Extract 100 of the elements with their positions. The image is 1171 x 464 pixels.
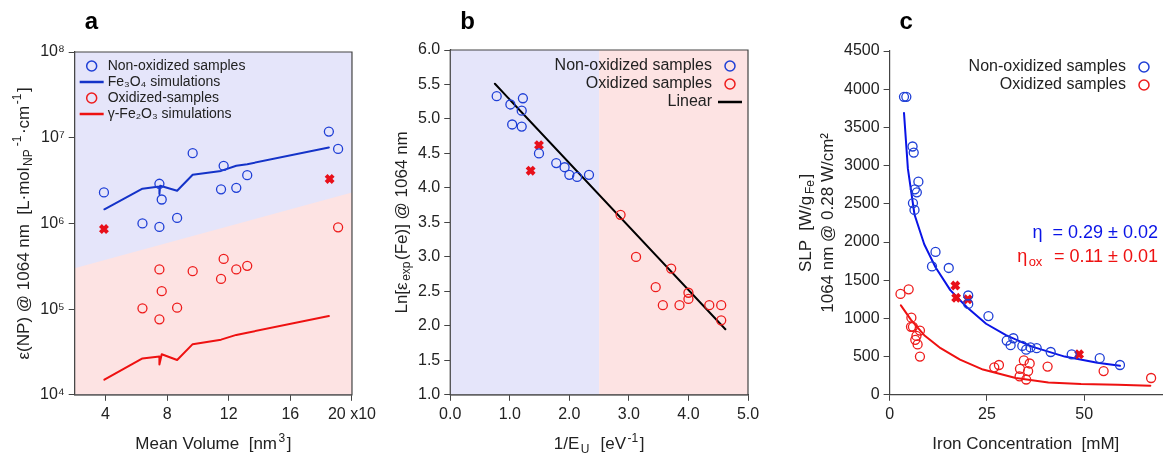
point xyxy=(903,284,914,295)
point xyxy=(943,262,954,274)
point xyxy=(914,325,926,336)
y-tick-label: 0 xyxy=(870,385,880,403)
point xyxy=(516,121,527,132)
point xyxy=(137,218,148,229)
legend-label: Non-oxidized samples xyxy=(107,56,246,73)
point xyxy=(1114,359,1126,371)
point xyxy=(1098,365,1109,377)
point xyxy=(716,300,727,311)
point xyxy=(983,310,994,322)
legend-label: Linear xyxy=(667,92,713,110)
point xyxy=(683,287,694,298)
point xyxy=(963,290,974,301)
point xyxy=(1066,349,1077,360)
point xyxy=(323,126,335,137)
point xyxy=(533,139,545,151)
point xyxy=(154,178,165,189)
point xyxy=(913,176,924,187)
y-tick-label: 4.0 xyxy=(417,178,441,196)
chart-title: b xyxy=(460,6,475,34)
y-tick-label: 3500 xyxy=(844,117,880,135)
point xyxy=(215,273,227,285)
y-axis-title: Ln[εexp(Fe)] @ 1064 nm xyxy=(391,131,414,314)
point xyxy=(564,169,575,180)
point xyxy=(218,253,229,265)
point xyxy=(989,362,1000,373)
y-tick-label: 1000 xyxy=(844,308,880,326)
point xyxy=(332,143,344,155)
point xyxy=(1145,372,1157,384)
point xyxy=(187,148,198,159)
point xyxy=(218,160,229,171)
y-tick-label: 5.0 xyxy=(417,109,441,127)
chart-title: a xyxy=(84,6,99,34)
x-tick-label: 1.0 xyxy=(498,404,522,422)
annotation: η = 0.29 ± 0.02 xyxy=(1032,222,1159,243)
point xyxy=(912,339,923,350)
point xyxy=(674,300,685,311)
point xyxy=(650,282,661,293)
point xyxy=(630,251,642,263)
legend-label: γ-Fe₂O₃ simulations xyxy=(107,104,232,121)
y-tick-label: 2000 xyxy=(844,232,880,250)
point xyxy=(1021,344,1032,355)
y-tick-label: 1.5 xyxy=(417,350,441,368)
x-tick-label: 12 xyxy=(219,404,238,422)
legend-label: Oxidized-samples xyxy=(107,88,219,105)
y-tick-label: 3000 xyxy=(844,156,880,174)
point xyxy=(231,182,242,193)
x-tick-label: 2.0 xyxy=(558,404,581,422)
point xyxy=(231,264,242,275)
y-tick-label: 3.5 xyxy=(417,212,441,230)
point xyxy=(98,187,110,198)
point xyxy=(657,300,668,311)
y-tick-label: 10⁶ xyxy=(40,213,65,231)
y-tick-label: 10⁸ xyxy=(40,42,65,60)
point xyxy=(156,194,167,205)
x-tick-label: 4 xyxy=(101,404,111,422)
point xyxy=(895,288,906,300)
point xyxy=(963,298,974,310)
point xyxy=(1008,333,1019,344)
point xyxy=(332,222,344,233)
point xyxy=(137,303,148,314)
y-tick-label: 500 xyxy=(852,347,880,365)
point xyxy=(559,162,570,173)
y-tick-label: 2.0 xyxy=(417,316,441,334)
legend-label: Fe₃O₄ simulations xyxy=(107,72,221,89)
y-tick-label: 4500 xyxy=(844,41,880,59)
y-tick-label: 3.0 xyxy=(417,247,441,265)
point xyxy=(171,302,183,313)
point xyxy=(516,105,527,116)
point xyxy=(1005,339,1016,351)
point xyxy=(154,221,165,233)
point xyxy=(909,204,920,216)
y-tick-label: 1500 xyxy=(844,270,880,288)
y-tick-label: 4000 xyxy=(844,79,880,97)
x-tick-label: 50 xyxy=(1075,404,1094,422)
point xyxy=(507,119,518,130)
legend-label: Oxidized samples xyxy=(999,75,1127,93)
point xyxy=(1017,340,1028,352)
point xyxy=(1022,365,1034,377)
point xyxy=(1094,352,1105,364)
point xyxy=(926,261,938,272)
y-tick-label: 10⁷ xyxy=(41,128,65,146)
x-tick-label: 25 xyxy=(977,404,996,422)
point xyxy=(914,351,926,362)
point xyxy=(551,157,562,169)
point xyxy=(154,314,165,325)
x-tick-label: 4.0 xyxy=(677,404,700,422)
x-tick-label: 8 xyxy=(162,404,172,422)
point xyxy=(930,246,941,258)
point xyxy=(242,170,253,181)
point xyxy=(324,173,336,185)
point xyxy=(1042,361,1053,372)
y-tick-label: 2500 xyxy=(844,194,880,212)
point xyxy=(525,165,537,177)
point xyxy=(716,315,727,326)
point xyxy=(666,263,677,274)
y-axis-title: ε(NP) @ 1064 nm [L·molNP-1·cm-1] xyxy=(9,87,36,360)
y-tick-label: 1.0 xyxy=(417,385,441,403)
y-tick-label: 10⁴ xyxy=(40,385,65,403)
